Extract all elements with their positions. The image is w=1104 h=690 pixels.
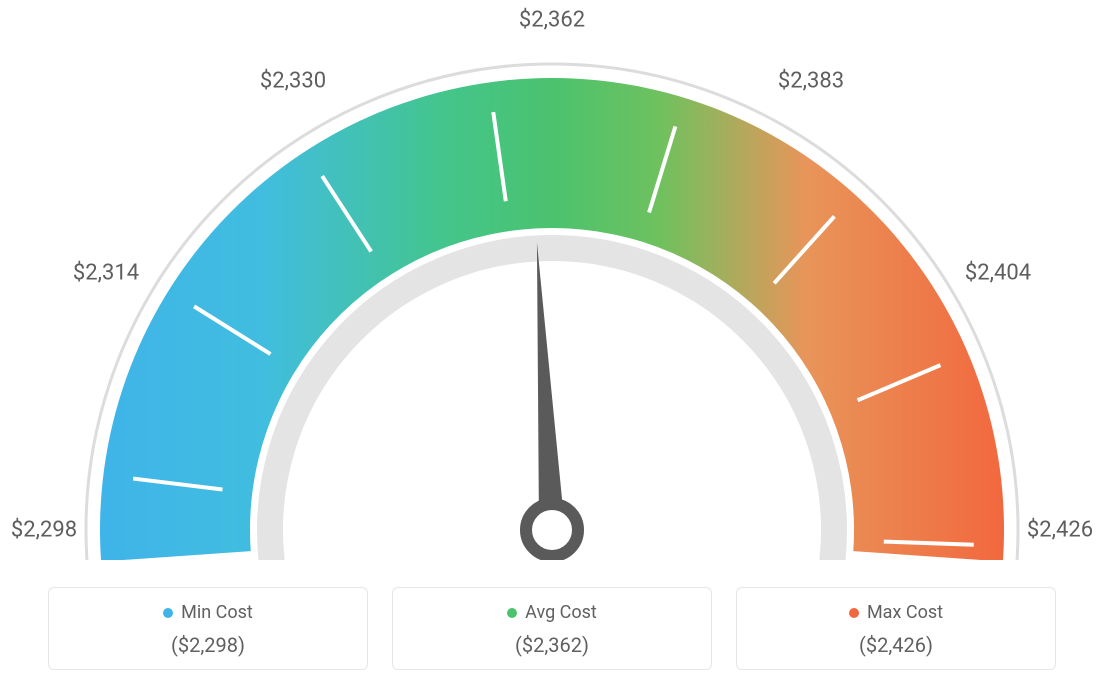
dot-icon	[849, 608, 859, 618]
gauge-tick-label: $2,298	[11, 518, 77, 543]
legend-row: Min Cost ($2,298) Avg Cost ($2,362) Max …	[0, 587, 1104, 670]
legend-card-max: Max Cost ($2,426)	[736, 587, 1056, 670]
legend-top: Avg Cost	[507, 602, 597, 623]
gauge-tick-label: $2,426	[1027, 518, 1093, 543]
dot-icon	[507, 608, 517, 618]
legend-value: ($2,298)	[57, 633, 359, 657]
legend-label: Max Cost	[867, 602, 943, 623]
legend-value: ($2,426)	[745, 633, 1047, 657]
legend-card-avg: Avg Cost ($2,362)	[392, 587, 712, 670]
gauge-tick-label: $2,404	[965, 260, 1031, 285]
gauge-area: $2,298 $2,314 $2,330 $2,362 $2,383 $2,404 $2,4…	[0, 0, 1104, 560]
gauge-tick-label: $2,383	[778, 69, 844, 94]
legend-card-min: Min Cost ($2,298)	[48, 587, 368, 670]
legend-label: Avg Cost	[525, 602, 597, 623]
gauge-tick-label: $2,314	[73, 260, 139, 285]
legend-top: Min Cost	[163, 602, 253, 623]
legend-value: ($2,362)	[401, 633, 703, 657]
dot-icon	[163, 608, 173, 618]
legend-top: Max Cost	[849, 602, 943, 623]
legend-label: Min Cost	[181, 602, 253, 623]
gauge-tick-label: $2,330	[260, 69, 326, 94]
gauge-tick-label: $2,362	[519, 8, 585, 33]
chart-container: $2,298 $2,314 $2,330 $2,362 $2,383 $2,404 $2,4…	[0, 0, 1104, 690]
gauge-svg	[0, 0, 1104, 560]
